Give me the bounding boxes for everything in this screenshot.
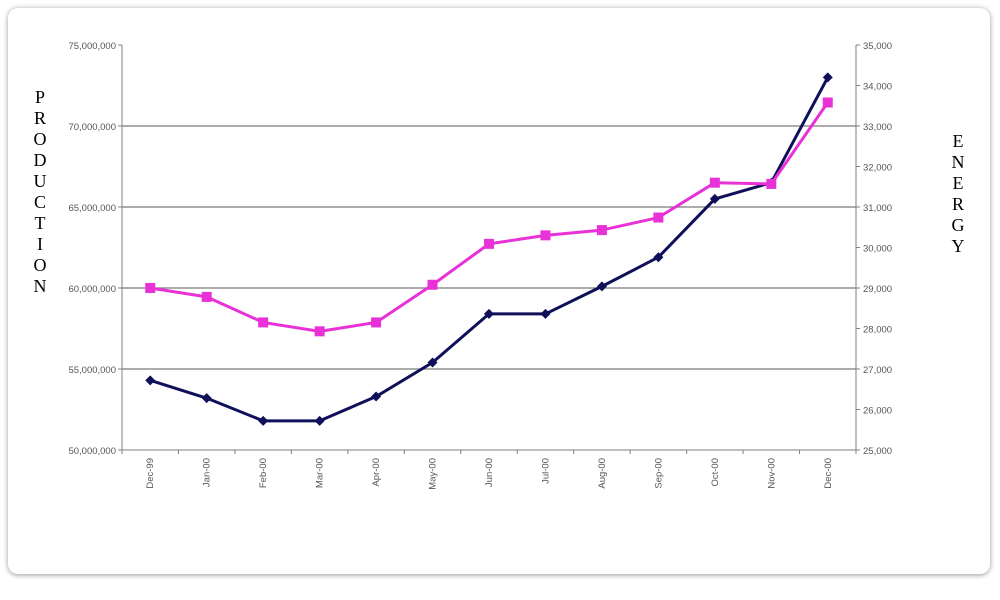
x-tick-label: Dec-99 <box>145 458 156 489</box>
axis-label-letter: I <box>37 234 43 254</box>
axis-label-letter: R <box>951 194 964 214</box>
data-point-diamond <box>427 357 438 368</box>
x-axis-ticks: Dec-99 Jan-00 Feb-00 Mar-00 Apr-00 May-00 Jun-… <box>121 450 857 490</box>
series-line <box>149 101 830 333</box>
right-tick-label: 27,000 <box>863 365 892 376</box>
x-tick-label: Apr-00 <box>371 458 382 487</box>
right-y-axis-ticks: 25,000 26,000 27,000 28,000 29,000 30,000 31,0… <box>856 41 892 457</box>
axis-label-letter: T <box>34 213 46 233</box>
data-point-square <box>540 230 551 241</box>
left-tick-label: 70,000,000 <box>68 122 116 133</box>
left-tick-label: 65,000,000 <box>68 203 116 214</box>
right-tick-label: 32,000 <box>863 163 892 174</box>
axis-label-letter: R <box>33 108 46 128</box>
x-tick-label: May-00 <box>428 458 439 490</box>
axis-label-letter: P <box>34 87 45 107</box>
data-point-square <box>427 279 438 290</box>
data-point-diamond <box>201 393 212 404</box>
axis-label-letter: E <box>952 131 964 151</box>
axis-label-letter: G <box>951 215 965 235</box>
data-point-diamond <box>258 415 269 426</box>
axis-label-letter: O <box>33 129 47 149</box>
data-point-diamond <box>371 391 382 402</box>
right-tick-label: 34,000 <box>863 82 892 93</box>
right-tick-label: 25,000 <box>863 446 892 457</box>
x-tick-label: Dec-00 <box>823 458 834 489</box>
x-tick-label: Sep-00 <box>653 458 664 489</box>
data-point-diamond <box>145 375 156 386</box>
data-point-square <box>201 291 212 302</box>
data-point-diamond <box>540 308 551 319</box>
axis-label-letter: O <box>33 255 47 275</box>
data-point-square <box>484 238 494 249</box>
data-point-square <box>766 178 777 189</box>
series-group <box>145 72 833 426</box>
axis-label-letter: E <box>952 173 964 193</box>
right-tick-label: 35,000 <box>863 41 892 52</box>
right-tick-label: 29,000 <box>863 284 892 295</box>
axis-label-letter: N <box>33 276 47 296</box>
axis-label-letter: C <box>33 192 46 212</box>
left-tick-label: 55,000,000 <box>68 365 116 376</box>
axis-label-letter: Y <box>951 236 965 256</box>
data-point-square <box>653 212 664 223</box>
data-point-square <box>145 283 156 293</box>
right-tick-label: 26,000 <box>863 406 892 417</box>
data-point-square <box>822 97 833 108</box>
right-tick-label: 28,000 <box>863 325 892 336</box>
data-point-square <box>314 326 325 337</box>
data-point-square <box>596 225 607 236</box>
data-point-diamond <box>484 308 494 319</box>
x-tick-label: Oct-00 <box>710 458 721 487</box>
right-tick-label: 33,000 <box>863 122 892 133</box>
x-tick-label: Jun-00 <box>484 458 495 487</box>
data-point-square <box>709 177 720 188</box>
left-tick-label: 60,000,000 <box>68 284 116 295</box>
axis-label-letter: D <box>33 150 47 170</box>
x-tick-label: Nov-00 <box>766 458 777 489</box>
data-point-square <box>258 317 269 328</box>
data-point-diamond <box>653 252 664 263</box>
right-tick-label: 31,000 <box>863 203 892 214</box>
x-tick-label: Mar-00 <box>315 458 326 488</box>
left-y-axis-ticks: 50,000,000 55,000,000 60,000,000 65,000,000… <box>68 41 122 457</box>
gridlines <box>122 125 856 370</box>
axis-label-letter: U <box>33 171 47 191</box>
data-point-diamond <box>596 281 607 292</box>
data-point-diamond <box>709 193 720 204</box>
axis-label-letter: N <box>951 152 965 172</box>
x-tick-label: Feb-00 <box>258 458 269 488</box>
series-2 <box>145 97 833 337</box>
x-tick-label: Aug-00 <box>597 458 608 489</box>
data-point-square <box>371 317 382 328</box>
x-tick-label: Jul-00 <box>540 458 551 484</box>
left-tick-label: 75,000,000 <box>68 41 116 52</box>
right-tick-label: 30,000 <box>863 244 892 255</box>
data-point-diamond <box>822 72 833 83</box>
x-tick-label: Jan-00 <box>202 458 213 487</box>
data-point-diamond <box>314 415 325 426</box>
left-tick-label: 50,000,000 <box>68 446 116 457</box>
